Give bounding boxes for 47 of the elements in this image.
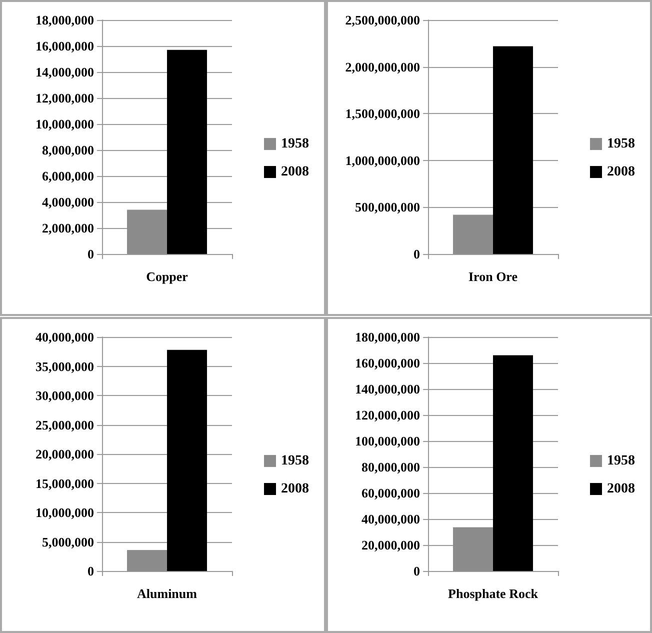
y-tick-label: 25,000,000 bbox=[36, 416, 94, 432]
x-tick-label: Phosphate Rock bbox=[448, 586, 539, 600]
y-tick-label: 6,000,000 bbox=[42, 168, 94, 184]
x-tick-label: Copper bbox=[146, 269, 188, 284]
y-tick-label: 4,000,000 bbox=[42, 194, 94, 210]
legend-label: 1958 bbox=[607, 453, 635, 468]
y-tick-label: 160,000,000 bbox=[355, 355, 420, 370]
x-tick-label: Aluminum bbox=[137, 586, 198, 600]
y-tick-label: 16,000,000 bbox=[36, 38, 94, 54]
y-tick-label: 0 bbox=[88, 563, 94, 578]
legend-label: 1958 bbox=[607, 136, 635, 152]
legend-label: 2008 bbox=[607, 481, 635, 496]
y-tick-label: 12,000,000 bbox=[36, 90, 94, 106]
y-tick-label: 2,000,000 bbox=[42, 220, 94, 236]
y-tick-label: 10,000,000 bbox=[36, 116, 94, 132]
y-tick-label: 20,000,000 bbox=[362, 537, 420, 552]
y-tick-label: 60,000,000 bbox=[362, 485, 420, 500]
y-tick-label: 20,000,000 bbox=[36, 446, 94, 461]
y-tick-label: 8,000,000 bbox=[42, 142, 94, 158]
y-tick-label: 100,000,000 bbox=[355, 433, 420, 448]
y-tick-label: 1,500,000,000 bbox=[345, 106, 420, 122]
y-tick-label: 1,000,000,000 bbox=[345, 152, 420, 168]
y-tick-label: 0 bbox=[88, 246, 94, 262]
y-tick-label: 18,000,000 bbox=[36, 12, 94, 28]
y-tick-label: 5,000,000 bbox=[42, 534, 94, 549]
y-tick-label: 500,000,000 bbox=[355, 200, 420, 215]
y-tick-label: 15,000,000 bbox=[36, 475, 94, 490]
y-tick-label: 80,000,000 bbox=[362, 459, 420, 474]
legend-label: 2008 bbox=[281, 164, 309, 180]
y-tick-label: 2,500,000,000 bbox=[345, 12, 420, 28]
y-tick-label: 35,000,000 bbox=[36, 358, 94, 374]
y-tick-label: 40,000,000 bbox=[362, 511, 420, 526]
y-tick-label: 0 bbox=[414, 246, 420, 262]
y-tick-label: 2,000,000,000 bbox=[345, 59, 420, 74]
y-tick-label: 180,000,000 bbox=[355, 329, 420, 344]
y-tick-label: 10,000,000 bbox=[36, 504, 94, 520]
y-tick-label: 40,000,000 bbox=[36, 329, 94, 344]
legend-label: 2008 bbox=[607, 164, 635, 180]
y-tick-label: 0 bbox=[414, 563, 420, 578]
y-tick-label: 30,000,000 bbox=[36, 388, 94, 402]
x-tick-label: Iron Ore bbox=[468, 269, 518, 284]
y-tick-label: 120,000,000 bbox=[355, 407, 420, 422]
legend-label: 2008 bbox=[281, 481, 309, 496]
legend-label: 1958 bbox=[281, 136, 309, 152]
legend-label: 1958 bbox=[281, 453, 309, 468]
y-tick-label: 14,000,000 bbox=[36, 64, 94, 80]
y-tick-label: 140,000,000 bbox=[355, 381, 420, 396]
